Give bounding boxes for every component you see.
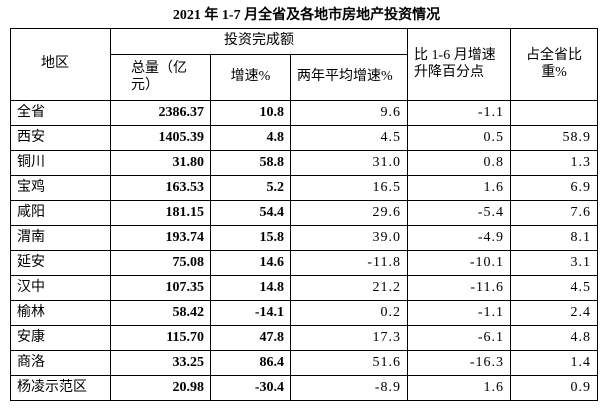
value-cell: -14.1 — [210, 300, 291, 326]
table-row: 杨凌示范区 20.98 -30.4 -8.9 1.6 0.9 — [10, 375, 599, 401]
table-body: 全省 2386.37 10.8 9.6 -1.1 西安 1405.39 4.8 4.5 0.5 58… — [10, 100, 599, 401]
region-cell: 榆林 — [10, 300, 111, 326]
region-cell: 铜川 — [10, 150, 111, 176]
value-cell: -16.3 — [407, 350, 512, 376]
value-cell: 115.70 — [110, 325, 211, 351]
region-cell: 西安 — [10, 125, 111, 151]
value-cell: 1405.39 — [110, 125, 211, 151]
value-cell: -11.8 — [289, 250, 409, 276]
value-cell: 58.8 — [210, 150, 291, 176]
region-cell: 安康 — [10, 325, 111, 351]
value-cell: 0.2 — [289, 300, 409, 326]
table-row: 铜川 31.80 58.8 31.0 0.8 1.3 — [10, 150, 599, 176]
value-cell: 4.8 — [210, 125, 291, 151]
value-cell: 10.8 — [210, 100, 291, 126]
value-cell: -6.1 — [407, 325, 512, 351]
value-cell — [510, 100, 599, 126]
value-cell: 33.25 — [110, 350, 211, 376]
value-cell: 193.74 — [110, 225, 211, 251]
value-cell: 21.2 — [289, 275, 409, 301]
value-cell: 31.80 — [110, 150, 211, 176]
region-cell: 汉中 — [10, 275, 111, 301]
value-cell: -30.4 — [210, 375, 291, 401]
value-cell: 29.6 — [289, 200, 409, 226]
value-cell: 14.6 — [210, 250, 291, 276]
value-cell: 0.8 — [407, 150, 512, 176]
column-header: 比 1-6 月增速升降百分点 — [407, 28, 512, 101]
value-cell: 51.6 — [289, 350, 409, 376]
table-row: 榆林 58.42 -14.1 0.2 -1.1 2.4 — [10, 300, 599, 326]
table-head: 地区 投资完成额 比 1-6 月增速升降百分点 占全省比重% 总量（亿元） 增速… — [10, 28, 599, 101]
value-cell: -5.4 — [407, 200, 512, 226]
header-row: 地区 投资完成额 比 1-6 月增速升降百分点 占全省比重% — [10, 28, 599, 101]
value-cell: 75.08 — [110, 250, 211, 276]
table-row: 汉中 107.35 14.8 21.2 -11.6 4.5 — [10, 275, 599, 301]
value-cell: 15.8 — [210, 225, 291, 251]
title: 2021 年 1-7 月全省及各地市房地产投资情况 — [172, 8, 441, 23]
value-cell: 4.5 — [289, 125, 409, 151]
table-row: 安康 115.70 47.8 17.3 -6.1 4.8 — [10, 325, 599, 351]
value-cell: 4.5 — [510, 275, 599, 301]
value-cell: 1.4 — [510, 350, 599, 376]
table-row: 西安 1405.39 4.8 4.5 0.5 58.9 — [10, 125, 599, 151]
table-row: 延安 75.08 14.6 -11.8 -10.1 3.1 — [10, 250, 599, 276]
value-cell: 16.5 — [289, 175, 409, 201]
header-row: 总量（亿元） 增速% 两年平均增速% — [11, 54, 598, 101]
column-header: 占全省比重% — [510, 28, 599, 101]
region-cell: 商洛 — [10, 350, 111, 376]
value-cell: 31.0 — [289, 150, 409, 176]
value-cell: -4.9 — [407, 225, 512, 251]
value-cell: 54.4 — [210, 200, 291, 226]
value-cell: 4.8 — [510, 325, 599, 351]
value-cell: 163.53 — [110, 175, 211, 201]
region-cell: 全省 — [10, 100, 111, 126]
value-cell: 39.0 — [289, 225, 409, 251]
value-cell: 58.9 — [510, 125, 599, 151]
region-cell: 宝鸡 — [10, 175, 111, 201]
value-cell: 181.15 — [110, 200, 211, 226]
column-header: 两年平均增速% — [289, 54, 409, 101]
table: 地区 投资完成额 比 1-6 月增速升降百分点 占全省比重% 总量（亿元） 增速… — [10, 28, 599, 401]
table-row: 宝鸡 163.53 5.2 16.5 1.6 6.9 — [10, 175, 599, 201]
value-cell: 3.1 — [510, 250, 599, 276]
value-cell: 5.2 — [210, 175, 291, 201]
value-cell: 0.9 — [510, 375, 599, 401]
column-header: 总量（亿元） — [110, 54, 211, 101]
region-cell: 渭南 — [10, 225, 111, 251]
region-cell: 杨凌示范区 — [10, 375, 111, 401]
value-cell: -1.1 — [407, 300, 512, 326]
value-cell: -1.1 — [407, 100, 512, 126]
table-row: 渭南 193.74 15.8 39.0 -4.9 8.1 — [10, 225, 599, 251]
value-cell: 14.8 — [210, 275, 291, 301]
value-cell: 1.6 — [407, 175, 512, 201]
value-cell: 2386.37 — [110, 100, 211, 126]
column-header: 增速% — [210, 54, 291, 101]
value-cell: 20.98 — [110, 375, 211, 401]
value-cell: -8.9 — [289, 375, 409, 401]
group-header: 投资完成额 — [109, 28, 409, 55]
table-row: 咸阳 181.15 54.4 29.6 -5.4 7.6 — [10, 200, 599, 226]
table-row: 商洛 33.25 86.4 51.6 -16.3 1.4 — [10, 350, 599, 376]
value-cell: 47.8 — [210, 325, 291, 351]
value-cell: 8.1 — [510, 225, 599, 251]
value-cell: 86.4 — [210, 350, 291, 376]
region-cell: 延安 — [10, 250, 111, 276]
column-header: 地区 — [10, 28, 111, 101]
value-cell: 9.6 — [289, 100, 409, 126]
value-cell: -11.6 — [407, 275, 512, 301]
value-cell: -10.1 — [407, 250, 512, 276]
value-cell: 2.4 — [510, 300, 599, 326]
value-cell: 7.6 — [510, 200, 599, 226]
value-cell: 107.35 — [110, 275, 211, 301]
value-cell: 58.42 — [110, 300, 211, 326]
table-row: 全省 2386.37 10.8 9.6 -1.1 — [10, 100, 599, 126]
value-cell: 17.3 — [289, 325, 409, 351]
value-cell: 6.9 — [510, 175, 599, 201]
region-cell: 咸阳 — [10, 200, 111, 226]
value-cell: 1.3 — [510, 150, 599, 176]
value-cell: 0.5 — [407, 125, 512, 151]
value-cell: 1.6 — [407, 375, 512, 401]
